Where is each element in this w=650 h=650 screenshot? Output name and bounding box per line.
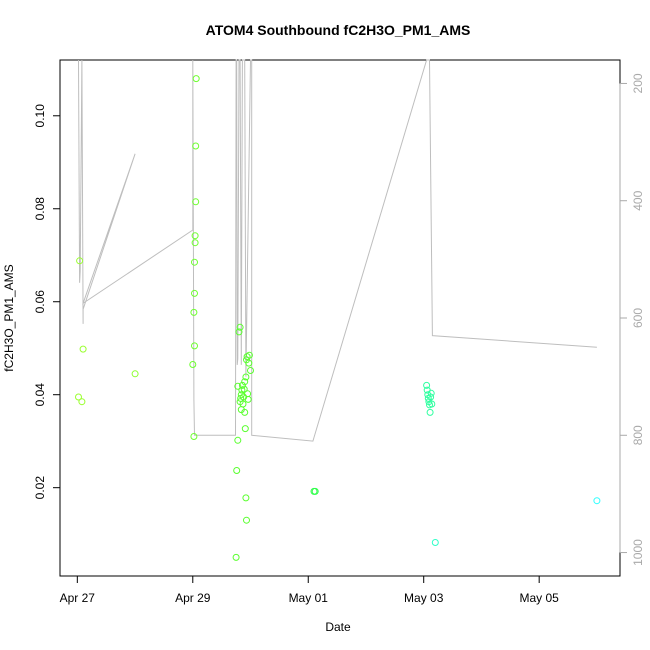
points-layer — [75, 75, 601, 561]
right-y-tick-label: 200 — [631, 73, 645, 93]
plot-frame — [59, 59, 621, 577]
data-point — [241, 425, 249, 433]
right-y-tick-label: 1000 — [631, 539, 645, 566]
data-point — [311, 487, 319, 495]
data-point — [78, 398, 86, 406]
data-point — [242, 494, 250, 502]
data-point — [427, 393, 435, 401]
data-point — [240, 385, 248, 393]
x-tick-label: Apr 27 — [60, 591, 96, 605]
data-point — [423, 381, 431, 389]
data-point — [241, 378, 249, 386]
data-point — [189, 361, 197, 368]
data-point — [431, 539, 439, 546]
data-point — [191, 258, 198, 266]
data-point — [593, 497, 601, 505]
data-point — [239, 400, 247, 408]
data-point — [238, 381, 246, 389]
y-axis-label: fC2H3O_PM1_AMS — [2, 264, 16, 371]
data-point — [242, 373, 250, 381]
data-point — [245, 359, 253, 367]
data-point — [191, 342, 198, 350]
data-point — [236, 323, 244, 331]
data-point — [190, 308, 198, 316]
data-point — [241, 408, 249, 416]
x-tick-label: May 05 — [519, 591, 559, 605]
y-tick-label: 0.06 — [33, 290, 47, 314]
right-y-tick-label: 600 — [631, 308, 645, 328]
data-point — [247, 367, 254, 374]
data-point — [234, 382, 242, 390]
right-y-tick-label: 800 — [631, 425, 645, 445]
data-point — [192, 142, 200, 150]
data-point — [232, 553, 240, 561]
x-tick-label: May 03 — [404, 591, 444, 605]
data-point — [245, 351, 253, 359]
data-point — [233, 467, 241, 474]
y-tick-label: 0.02 — [33, 476, 47, 500]
data-point — [79, 345, 87, 353]
chart-title: ATOM4 Southbound fC2H3O_PM1_AMS — [206, 22, 471, 38]
x-axis: Apr 27 Apr 29 May 01 May 03 May 05 — [60, 575, 559, 605]
altitude-line-layer — [78, 59, 597, 442]
x-tick-label: Apr 29 — [175, 591, 211, 605]
right-y-axis: 200 400 600 800 1000 — [619, 73, 645, 566]
data-point — [244, 390, 252, 398]
data-point — [244, 395, 252, 403]
x-tick-label: May 01 — [289, 591, 329, 605]
data-point — [428, 400, 436, 408]
right-y-tick-label: 400 — [631, 190, 645, 210]
data-point — [191, 232, 199, 240]
data-point — [426, 408, 434, 416]
data-point — [235, 328, 243, 336]
data-point — [75, 393, 82, 401]
altitude-line — [78, 59, 597, 442]
data-point — [243, 516, 250, 524]
data-point — [191, 239, 199, 247]
data-point — [190, 433, 198, 440]
data-point — [234, 436, 242, 444]
y-axis: 0.02 0.04 0.06 0.08 0.10 — [33, 104, 61, 500]
x-axis-label: Date — [325, 620, 351, 634]
data-point — [191, 289, 198, 297]
data-point — [192, 75, 200, 83]
data-point — [192, 198, 200, 206]
data-point — [76, 257, 84, 265]
data-point — [427, 389, 435, 397]
data-point — [131, 370, 139, 378]
y-tick-label: 0.08 — [33, 197, 47, 221]
y-tick-label: 0.04 — [33, 383, 47, 407]
y-tick-label: 0.10 — [33, 104, 47, 128]
